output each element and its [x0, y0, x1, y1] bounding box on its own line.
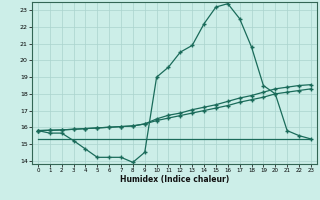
X-axis label: Humidex (Indice chaleur): Humidex (Indice chaleur): [120, 175, 229, 184]
